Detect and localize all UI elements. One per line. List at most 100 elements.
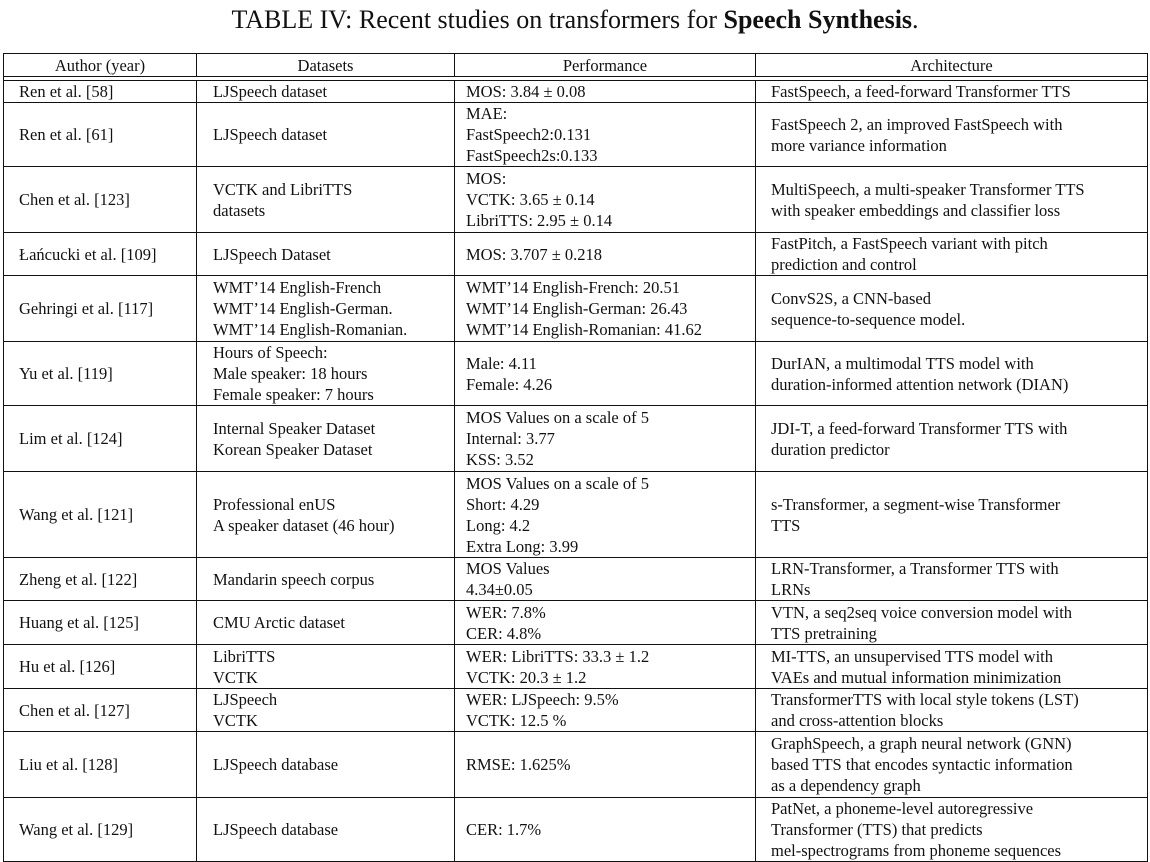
cell-line: s-Transformer, a segment-wise Transforme… — [771, 494, 1061, 514]
cell-line: Short: 4.29 — [466, 494, 540, 514]
cell-line: duration-informed attention network (DIA… — [771, 374, 1069, 394]
cell-line: WER: 7.8% — [466, 602, 546, 622]
author-cell: Gehringi et al. [117] — [3, 275, 197, 342]
datasets-cell: LibriTTS VCTK — [196, 644, 455, 689]
cell-line: KSS: 3.52 — [466, 450, 534, 469]
cell-line: JDI-T, a feed-forward Transformer TTS wi… — [771, 418, 1068, 438]
cell-line: DurIAN, a multimodal TTS model with — [771, 353, 1034, 373]
table-row: Łańcucki et al. [109] LJSpeech Dataset MOS… — [3, 232, 1148, 276]
table-row: Lim et al. [124] Internal Speaker Dataset… — [3, 405, 1148, 472]
header-row: Author (year) Datasets Performance Archi… — [3, 53, 1148, 77]
architecture-cell: LRN-Transformer, a Transformer TTS with L… — [755, 557, 1148, 601]
table-row: Yu et al. [119] Hours of Speech: Male spea… — [3, 341, 1148, 406]
architecture-cell: ConvS2S, a CNN-based sequence-to-sequence… — [755, 275, 1148, 342]
cell-line: duration predictor — [771, 439, 890, 459]
caption-bold: Speech Synthesis — [723, 5, 913, 34]
author-cell: Wang et al. [121] — [3, 471, 197, 558]
table-row: Chen et al. [123] VCTK and LibriTTS datase… — [3, 166, 1148, 233]
author-cell: Wang et al. [129] — [3, 797, 197, 862]
cell-line: WMT’14 English-Romanian: 41.62 — [466, 320, 703, 339]
cell-line: PatNet, a phoneme-level autoregressive — [771, 799, 1034, 818]
architecture-cell: PatNet, a phoneme-level autoregressive Tr… — [755, 797, 1148, 862]
author-cell: Yu et al. [119] — [3, 341, 197, 406]
cell-line: GraphSpeech, a graph neural network (GNN… — [771, 734, 1072, 753]
table-row: Ren et al. [61] LJSpeech dataset MAE: FastS… — [3, 102, 1148, 167]
performance-cell: WER: LibriTTS: 33.3 ± 1.2 VCTK: 20.3 ± 1.… — [454, 644, 756, 689]
cell-line: Mandarin speech corpus — [213, 569, 375, 589]
datasets-cell: LJSpeech dataset — [196, 80, 455, 103]
cell-line: MAE: — [466, 104, 508, 123]
performance-cell: MOS: VCTK: 3.65 ± 0.14 LibriTTS: 2.95 ± 0.… — [454, 166, 756, 233]
performance-cell: WER: LJSpeech: 9.5% VCTK: 12.5 % — [454, 688, 756, 732]
cell-line: sequence-to-sequence model. — [771, 309, 966, 329]
cell-line: WMT’14 English-Romanian. — [213, 320, 408, 339]
cell-line: FastPitch, a FastSpeech variant with pit… — [771, 234, 1048, 253]
cell-line: LibriTTS — [213, 646, 276, 666]
author-cell: Łańcucki et al. [109] — [3, 232, 197, 276]
table-row: Huang et al. [125] CMU Arctic dataset WER:… — [3, 600, 1148, 645]
datasets-cell: VCTK and LibriTTS datasets — [196, 166, 455, 233]
cell-line: Professional enUS — [213, 494, 336, 514]
cell-line: FastSpeech2:0.131 — [466, 125, 592, 144]
table-row: Gehringi et al. [117] WMT’14 English-Fren… — [3, 275, 1148, 342]
cell-line: LJSpeech dataset — [213, 82, 328, 101]
table-row: Liu et al. [128] LJSpeech database RMSE: 1… — [3, 731, 1148, 798]
datasets-cell: LJSpeech dataset — [196, 102, 455, 167]
cell-line: MOS Values on a scale of 5 — [466, 408, 649, 427]
architecture-cell: JDI-T, a feed-forward Transformer TTS wi… — [755, 405, 1148, 472]
cell-line: CER: 1.7% — [466, 820, 542, 839]
cell-line: MOS: 3.707 ± 0.218 — [466, 244, 603, 264]
cell-line: FastSpeech, a feed-forward Transformer T… — [771, 82, 1071, 101]
cell-line: LRNs — [771, 580, 811, 599]
author-cell: Hu et al. [126] — [3, 644, 197, 689]
datasets-cell: WMT’14 English-French WMT’14 English-Germ… — [196, 275, 455, 342]
cell-line: VCTK and LibriTTS — [213, 179, 353, 199]
cell-line: VCTK: 20.3 ± 1.2 — [466, 667, 587, 687]
cell-line: MOS Values on a scale of 5 — [466, 473, 649, 493]
cell-line: 4.34±0.05 — [466, 580, 533, 599]
cell-line: more variance information — [771, 135, 947, 155]
architecture-cell: s-Transformer, a segment-wise Transforme… — [755, 471, 1148, 558]
architecture-cell: VTN, a seq2seq voice conversion model wi… — [755, 600, 1148, 645]
cell-line: Internal: 3.77 — [466, 429, 555, 448]
cell-line: WER: LibriTTS: 33.3 ± 1.2 — [466, 646, 650, 666]
cell-line: TTS — [771, 515, 801, 535]
cell-line: datasets — [213, 200, 266, 220]
performance-cell: Male: 4.11 Female: 4.26 — [454, 341, 756, 406]
cell-line: Long: 4.2 — [466, 515, 531, 535]
cell-line: WMT’14 English-German: 26.43 — [466, 299, 688, 318]
cell-line: WER: LJSpeech: 9.5% — [466, 690, 619, 709]
datasets-cell: LJSpeech Dataset — [196, 232, 455, 276]
author-cell: Ren et al. [58] — [3, 80, 197, 103]
datasets-cell: Hours of Speech: Male speaker: 18 hours Fe… — [196, 341, 455, 406]
performance-cell: MOS Values 4.34±0.05 — [454, 557, 756, 601]
performance-cell: MOS: 3.707 ± 0.218 — [454, 232, 756, 276]
performance-cell: MAE: FastSpeech2:0.131 FastSpeech2s:0.133 — [454, 102, 756, 167]
author-cell: Chen et al. [127] — [3, 688, 197, 732]
cell-line: LJSpeech — [213, 690, 278, 709]
cell-line: Male speaker: 18 hours — [213, 364, 368, 383]
datasets-cell: CMU Arctic dataset — [196, 600, 455, 645]
cell-line: VCTK — [213, 667, 258, 687]
table-caption: TABLE IV: Recent studies on transformers… — [0, 4, 1150, 36]
author-cell: Ren et al. [61] — [3, 102, 197, 167]
cell-line: TransformerTTS with local style tokens (… — [771, 690, 1079, 709]
cell-line: prediction and control — [771, 255, 917, 274]
cell-line: FastSpeech 2, an improved FastSpeech wit… — [771, 114, 1063, 134]
table-row: Zheng et al. [122] Mandarin speech corpus… — [3, 557, 1148, 601]
column-header: Datasets — [196, 53, 455, 77]
author-cell: Lim et al. [124] — [3, 405, 197, 472]
cell-line: FastSpeech2s:0.133 — [466, 146, 598, 165]
cell-line: TTS pretraining — [771, 623, 877, 643]
cell-line: VTN, a seq2seq voice conversion model wi… — [771, 602, 1073, 622]
cell-line: VCTK — [213, 711, 258, 730]
performance-cell: CER: 1.7% — [454, 797, 756, 862]
cell-line: WMT’14 English-German. — [213, 299, 393, 318]
table-row: Wang et al. [121] Professional enUS A spea… — [3, 471, 1148, 558]
cell-line: Internal Speaker Dataset — [213, 418, 376, 438]
architecture-cell: MI-TTS, an unsupervised TTS model with VA… — [755, 644, 1148, 689]
cell-line: Female: 4.26 — [466, 374, 553, 394]
cell-line: WMT’14 English-French: 20.51 — [466, 278, 681, 297]
performance-cell: WER: 7.8% CER: 4.8% — [454, 600, 756, 645]
cell-line: VAEs and mutual information minimization — [771, 667, 1062, 687]
